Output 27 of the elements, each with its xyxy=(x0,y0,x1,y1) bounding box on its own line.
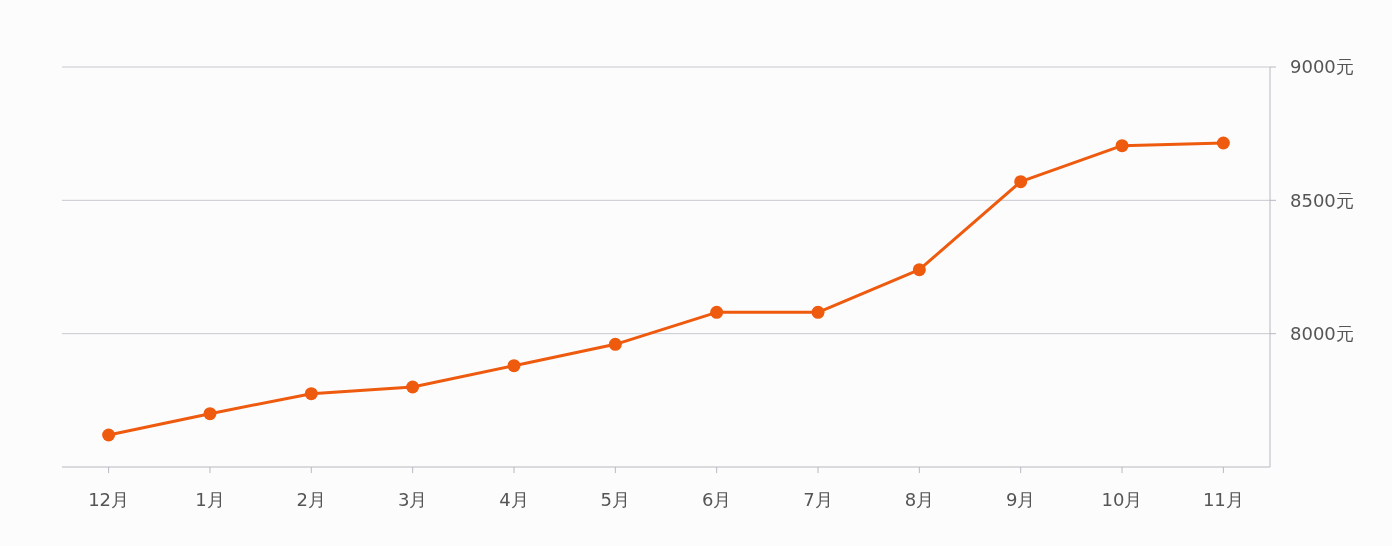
point xyxy=(811,305,825,319)
x-tick-label: 8月 xyxy=(904,489,935,511)
point xyxy=(912,263,926,277)
x-tick-label: 11月 xyxy=(1202,489,1244,511)
x-tick-label: 9月 xyxy=(1005,489,1036,511)
point xyxy=(507,359,521,373)
x-tick-label: 10月 xyxy=(1101,489,1143,511)
x-tick-label: 3月 xyxy=(397,489,428,511)
point xyxy=(203,407,217,421)
x-tick-label: 12月 xyxy=(88,489,130,511)
point xyxy=(710,305,724,319)
x-tick-label: 1月 xyxy=(195,489,225,511)
y-tick-label: 9000元 xyxy=(1290,56,1354,78)
point xyxy=(406,380,420,394)
x-tick-label: 7月 xyxy=(803,489,833,511)
point xyxy=(1216,136,1230,150)
x-tick-label: 6月 xyxy=(701,489,732,511)
y-tick-label: 8000元 xyxy=(1290,322,1354,344)
x-tick-label: 4月 xyxy=(499,489,529,511)
x-tick-label: 2月 xyxy=(296,489,327,511)
point xyxy=(608,337,622,351)
point xyxy=(1115,139,1129,153)
point xyxy=(304,387,318,401)
x-tick-label: 5月 xyxy=(600,489,631,511)
point xyxy=(1014,175,1028,189)
y-tick-label: 8500元 xyxy=(1290,189,1354,211)
point xyxy=(102,428,116,442)
